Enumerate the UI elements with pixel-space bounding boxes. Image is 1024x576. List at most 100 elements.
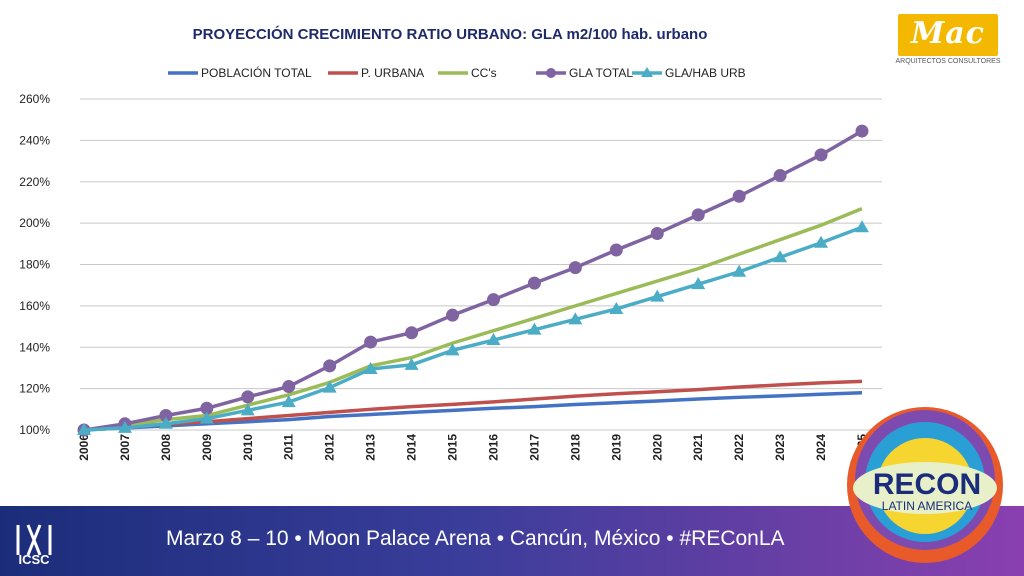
x-tick-label-2023: 2023 <box>773 434 787 461</box>
series-4-point-11 <box>527 322 542 335</box>
chart-series <box>77 124 869 437</box>
footer-banner <box>0 506 1024 576</box>
x-tick-label-2007: 2007 <box>118 434 132 461</box>
series-4-point-3 <box>199 411 214 424</box>
x-tick-label-2011: 2011 <box>282 434 296 460</box>
icsc-label: ICSC <box>18 552 50 567</box>
mac-logo-subtitle: ARQUITECTOS CONSULTORES <box>895 58 1001 65</box>
y-tick-label-100: 100% <box>19 423 50 437</box>
recon-subtitle: LATIN AMERICA <box>881 499 973 513</box>
series-4-point-2 <box>158 416 173 429</box>
chart-legend: POBLACIÓN TOTAL P. URBANA CC's GLA TOTAL GLA… <box>168 65 746 80</box>
series-4-point-14 <box>650 289 665 302</box>
series-4-point-0 <box>77 423 91 435</box>
series-3-point-19 <box>855 124 869 138</box>
series-line-2 <box>83 207 863 432</box>
x-tick-label-2021: 2021 <box>691 434 705 461</box>
x-tick-label-2015: 2015 <box>446 434 460 461</box>
x-tick-label-2020: 2020 <box>650 434 664 461</box>
series-4-point-18 <box>814 235 829 248</box>
series-3-point-3 <box>200 401 214 415</box>
line-chart: POBLACIÓN TOTAL P. URBANA CC's GLA TOTAL GLA… <box>19 65 882 461</box>
series-3 <box>77 124 869 437</box>
y-axis: 100% 120% 140% 160% 180% 200% 220% 240% 260% <box>19 92 50 437</box>
mac-logo: Mac <box>898 14 998 56</box>
series-line-4 <box>83 225 863 432</box>
series-3-point-6 <box>323 359 337 373</box>
legend-marker-3 <box>546 68 556 78</box>
x-axis: 2006 2007 2008 2009 2010 2011 2012 2013 2014 2015… <box>77 434 869 461</box>
y-tick-label-140: 140% <box>19 340 50 354</box>
series-4-point-1 <box>117 420 132 433</box>
series-4-point-13 <box>609 301 624 314</box>
series-4-point-15 <box>691 277 706 290</box>
legend-label-1: P. URBANA <box>361 66 424 80</box>
series-3-point-17 <box>773 169 787 183</box>
y-tick-label-240: 240% <box>19 133 50 147</box>
series-4-point-6 <box>322 380 337 393</box>
y-tick-label-220: 220% <box>19 175 50 189</box>
series-3-point-13 <box>609 243 623 257</box>
series-4-point-9 <box>445 343 460 356</box>
mac-logo-mark: Mac <box>911 16 985 51</box>
y-tick-label-160: 160% <box>19 299 50 313</box>
series-4-point-10 <box>486 333 501 346</box>
x-tick-label-2013: 2013 <box>364 434 378 461</box>
x-tick-label-2014: 2014 <box>405 434 419 461</box>
series-3-point-15 <box>691 208 705 222</box>
series-3-point-5 <box>282 380 296 394</box>
series-3-point-8 <box>405 326 419 340</box>
series-4-point-5 <box>281 395 296 408</box>
legend-marker-4 <box>641 67 653 77</box>
series-line-1 <box>83 379 863 432</box>
x-tick-label-2024: 2024 <box>814 434 828 461</box>
series-3-point-9 <box>446 308 460 322</box>
y-tick-label-200: 200% <box>19 216 50 230</box>
series-3-point-4 <box>241 390 255 404</box>
series-line-0 <box>83 391 863 432</box>
series-2 <box>83 207 863 432</box>
x-tick-label-2006: 2006 <box>77 434 91 461</box>
x-tick-label-2009: 2009 <box>200 434 214 461</box>
series-3-point-7 <box>364 335 378 349</box>
legend-label-0: POBLACIÓN TOTAL <box>201 65 312 80</box>
series-4 <box>77 220 869 435</box>
series-3-point-18 <box>814 148 828 162</box>
y-tick-label-260: 260% <box>19 92 50 106</box>
series-4-point-12 <box>568 312 583 325</box>
x-tick-label-2018: 2018 <box>568 434 582 461</box>
series-line-3 <box>83 129 863 432</box>
x-tick-label-2022: 2022 <box>732 434 746 461</box>
series-3-point-10 <box>486 293 500 307</box>
x-tick-label-2019: 2019 <box>609 434 623 461</box>
series-3-point-12 <box>568 261 582 275</box>
chart-grid <box>80 98 882 431</box>
chart-title: PROYECCIÓN CRECIMIENTO RATIO URBANO: GLA… <box>192 26 708 43</box>
series-4-point-17 <box>773 250 788 263</box>
y-tick-label-120: 120% <box>19 382 50 396</box>
legend-label-4: GLA/HAB URB <box>665 66 746 80</box>
series-3-point-14 <box>650 226 664 240</box>
series-3-point-2 <box>159 409 173 423</box>
x-tick-label-2017: 2017 <box>527 434 541 461</box>
x-tick-label-2012: 2012 <box>323 434 337 461</box>
series-3-point-11 <box>527 276 541 290</box>
series-4-point-19 <box>855 220 869 233</box>
series-4-point-7 <box>363 361 378 374</box>
series-4-point-16 <box>732 264 747 277</box>
y-tick-label-180: 180% <box>19 258 50 272</box>
series-4-point-8 <box>404 357 419 370</box>
legend-label-3: GLA TOTAL <box>569 66 633 80</box>
legend-label-2: CC's <box>471 66 497 80</box>
x-tick-label-2010: 2010 <box>241 434 255 461</box>
series-4-point-4 <box>240 403 255 416</box>
x-tick-label-2016: 2016 <box>486 434 500 461</box>
series-0 <box>83 391 863 432</box>
recon-title: RECON <box>872 468 982 501</box>
recon-logo-icon <box>847 407 1003 563</box>
series-3-point-16 <box>732 189 746 203</box>
x-tick-label-2008: 2008 <box>159 434 173 461</box>
event-info: Marzo 8 – 10 • Moon Palace Arena • Cancú… <box>166 527 785 550</box>
series-1 <box>83 379 863 432</box>
